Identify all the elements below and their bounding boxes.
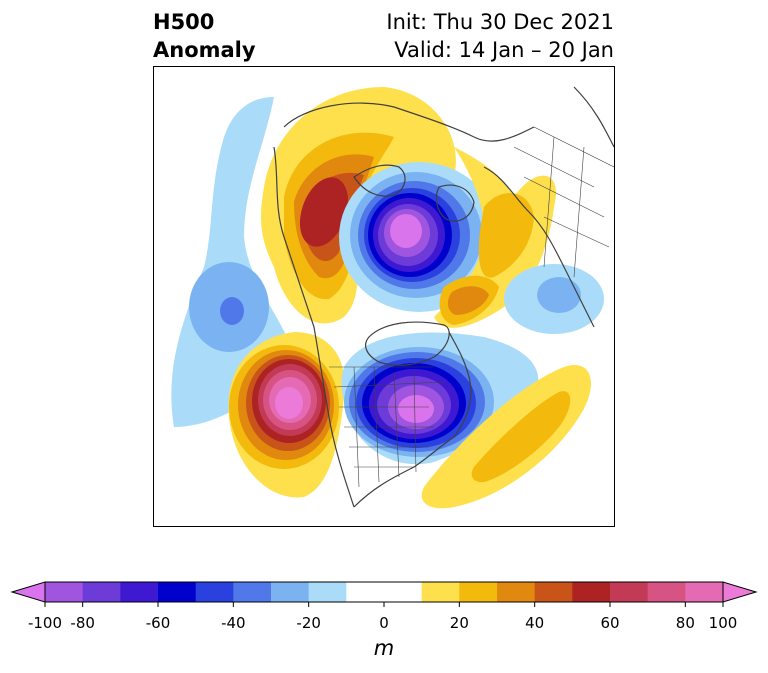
variable-label: H500 — [153, 10, 215, 34]
colorbar-tick-label: -100 — [27, 614, 63, 632]
colorbar-tick-label: 80 — [675, 614, 695, 632]
colorbar-cell — [158, 582, 197, 602]
colorbar-cell — [647, 582, 686, 602]
valid-label: Valid: 14 Jan – 20 Jan — [394, 38, 614, 62]
colorbar-tick-label: -80 — [70, 614, 95, 632]
colorbar-cell — [308, 582, 347, 602]
colorbar-unit: m — [373, 636, 395, 660]
colorbar-tick-label: 0 — [379, 614, 389, 632]
colorbar-tick-label: -40 — [221, 614, 246, 632]
colorbar-cell — [82, 582, 121, 602]
hudson-negative-anomaly — [341, 332, 539, 465]
political-borders — [329, 126, 614, 488]
westcoast-positive-anomaly — [228, 332, 345, 498]
init-label: Init: Thu 30 Dec 2021 — [386, 10, 614, 34]
colorbar-cell — [497, 582, 536, 602]
colorbar-cell — [534, 582, 573, 602]
colorbar-cell — [421, 582, 460, 602]
colorbar-cell — [271, 582, 310, 602]
colorbar-cell — [572, 582, 611, 602]
colorbar-tick-label: 20 — [449, 614, 469, 632]
colorbar-cell — [233, 582, 272, 602]
colorbar-cell — [459, 582, 498, 602]
plot-title-right: Init: Thu 30 Dec 2021 Valid: 14 Jan – 20… — [386, 8, 614, 64]
map-panel — [153, 66, 615, 527]
colorbar-cell — [346, 582, 385, 602]
arctic-negative-anomaly — [339, 162, 499, 312]
colorbar-cell — [120, 582, 159, 602]
colorbar — [10, 581, 758, 607]
colorbar-tick-label: 40 — [525, 614, 545, 632]
colorbar-tick-label: 100 — [708, 614, 738, 632]
atlantic-positive-anomaly — [421, 365, 591, 509]
colorbar-tick-label: 60 — [600, 614, 620, 632]
colorbar-tick-label: -20 — [296, 614, 321, 632]
anomaly-map — [171, 86, 614, 509]
anomaly-label: Anomaly — [153, 38, 256, 62]
colorbar-cell — [45, 582, 84, 602]
plot-title-left: H500 Anomaly — [153, 8, 256, 64]
siberia-negative-anomaly — [504, 264, 604, 334]
colorbar-tick-label: -60 — [145, 614, 171, 632]
colorbar-extend-max — [722, 581, 758, 603]
colorbar-cell — [195, 582, 234, 602]
colorbar-cell — [384, 582, 423, 602]
colorbar-cell — [685, 582, 724, 602]
colorbar-cell — [610, 582, 649, 602]
colorbar-extend-min — [10, 581, 46, 603]
